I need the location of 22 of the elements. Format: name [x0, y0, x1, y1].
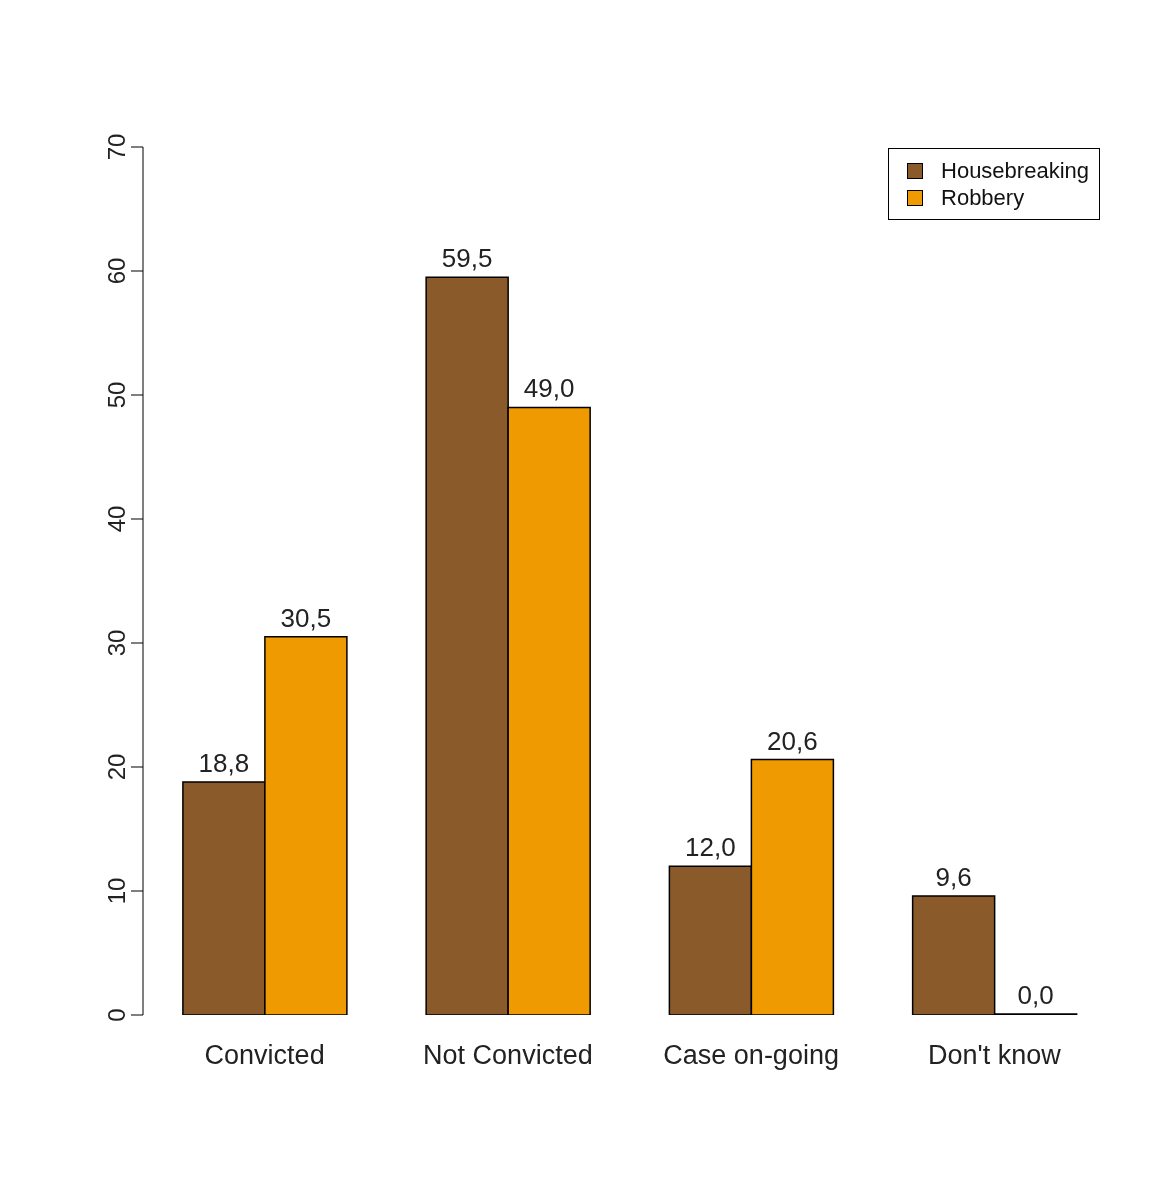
legend-label: Housebreaking: [940, 157, 1089, 184]
y-tick-label: 40: [103, 505, 130, 533]
data-label: 18,8: [198, 747, 250, 778]
x-tick-label: Convicted: [204, 1040, 325, 1071]
data-label: 30,5: [280, 602, 332, 633]
y-tick-label: 50: [103, 381, 130, 409]
y-tick-label: 30: [103, 629, 130, 657]
data-label: 20,6: [767, 725, 818, 756]
y-tick-label: 70: [103, 133, 130, 161]
data-label: 49,0: [523, 373, 575, 404]
y-tick-label: 60: [103, 257, 130, 285]
data-label: 12,0: [685, 832, 736, 863]
data-label: 59,5: [441, 243, 493, 274]
data-label: 9,6: [935, 861, 972, 892]
y-tick-label: 20: [103, 753, 130, 781]
x-tick-label: Not Convicted: [423, 1040, 593, 1071]
y-tick-label: 10: [103, 877, 130, 905]
data-label: 0,0: [1017, 980, 1054, 1010]
legend-label: Robbery: [940, 184, 1026, 211]
y-tick-label: 0: [103, 1008, 130, 1022]
x-tick-label: Case on-going: [663, 1040, 839, 1071]
x-tick-label: Don't know: [928, 1040, 1062, 1071]
